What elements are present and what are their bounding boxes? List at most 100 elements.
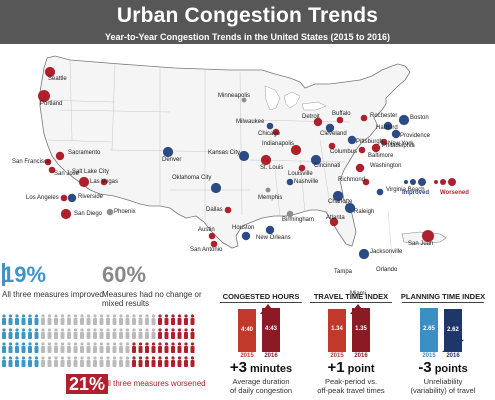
bar-2016 bbox=[352, 308, 370, 352]
panel-title: PLANNING TIME INDEX bbox=[400, 292, 486, 301]
person-icon-head bbox=[67, 342, 71, 346]
person-icon-body bbox=[164, 346, 169, 353]
person-icon-body bbox=[47, 346, 52, 353]
person-icon-head bbox=[67, 314, 71, 318]
metric-change: +1 point bbox=[308, 359, 394, 376]
person-icon-head bbox=[2, 356, 6, 360]
up-arrow-icon bbox=[260, 304, 276, 314]
metric-change: -3 points bbox=[400, 359, 486, 376]
person-icon-body bbox=[15, 332, 19, 339]
person-icon-head bbox=[73, 356, 78, 360]
person-icon-body bbox=[34, 332, 39, 339]
person-icon-body bbox=[93, 318, 97, 325]
person-icon-head bbox=[41, 328, 45, 332]
person-icon-body bbox=[190, 332, 195, 339]
person-icon-head bbox=[184, 356, 188, 360]
person-icon-head bbox=[119, 342, 123, 346]
person-icon-body bbox=[190, 318, 195, 325]
person-icon-head bbox=[190, 314, 195, 318]
person-icon-body bbox=[21, 332, 26, 339]
person-icon-body bbox=[34, 360, 39, 367]
person-icon-head bbox=[21, 356, 26, 360]
person-icon-head bbox=[54, 328, 58, 332]
person-icon-head bbox=[125, 356, 130, 360]
person-icon-body bbox=[8, 332, 13, 339]
person-icon-body bbox=[54, 332, 58, 339]
bar-category-label: 2015 bbox=[240, 353, 254, 359]
city-marker-kansas-city bbox=[238, 150, 250, 162]
person-icon-body bbox=[99, 360, 104, 367]
person-icon-head bbox=[28, 356, 32, 360]
person-icon-head bbox=[171, 356, 175, 360]
person-icon-head bbox=[138, 328, 143, 332]
panel-title: CONGESTED HOURS bbox=[222, 292, 300, 301]
person-icon-head bbox=[106, 314, 110, 318]
city-label: San Jose bbox=[54, 171, 80, 177]
state-borders bbox=[39, 59, 351, 220]
person-icon-head bbox=[151, 356, 156, 360]
person-icon-body bbox=[112, 346, 117, 353]
person-icon-head bbox=[15, 342, 19, 346]
page-title: Urban Congestion Trends bbox=[116, 4, 379, 27]
bar-value-label: 1.35 bbox=[355, 326, 367, 332]
city-label: Raleigh bbox=[354, 209, 375, 215]
person-icon-head bbox=[177, 342, 182, 346]
city-marker-atlanta bbox=[329, 217, 339, 227]
city-marker-boston bbox=[398, 114, 410, 126]
person-icon-head bbox=[145, 342, 149, 346]
person-icon-head bbox=[151, 342, 156, 346]
city-marker-memphis bbox=[265, 187, 271, 193]
person-icon-body bbox=[177, 360, 182, 367]
person-icon-head bbox=[164, 342, 169, 346]
city-label: Houston bbox=[232, 225, 255, 231]
city-marker-virginia-beach bbox=[376, 188, 384, 196]
trend-arrow-head bbox=[442, 340, 464, 352]
person-icon-head bbox=[54, 356, 58, 360]
person-icon-body bbox=[93, 360, 97, 367]
person-icon-body bbox=[138, 332, 143, 339]
person-icon-body bbox=[151, 346, 156, 353]
city-marker-denver bbox=[162, 146, 174, 158]
city-label: Sacramento bbox=[68, 150, 101, 156]
person-icon-head bbox=[119, 328, 123, 332]
person-icon-body bbox=[60, 332, 65, 339]
city-label: Rochester bbox=[370, 113, 398, 119]
mixed-percent: 60% bbox=[102, 262, 147, 287]
person-icon-head bbox=[112, 314, 117, 318]
person-icon-head bbox=[21, 314, 26, 318]
city-marker-nashville bbox=[286, 178, 294, 186]
city-label: Providence bbox=[400, 133, 431, 139]
bar-value-label: 4:40 bbox=[240, 326, 253, 333]
person-icon-body bbox=[73, 346, 78, 353]
person-icon-body bbox=[73, 332, 78, 339]
mixed-text-1: Measures had no change or bbox=[102, 290, 202, 299]
person-icon-head bbox=[34, 342, 39, 346]
person-icon-body bbox=[138, 360, 143, 367]
person-icon-head bbox=[177, 314, 182, 318]
city-marker-pittsburgh bbox=[347, 135, 357, 145]
person-icon-head bbox=[190, 328, 195, 332]
city-label: Boston bbox=[410, 115, 429, 121]
person-icon-body bbox=[177, 346, 182, 353]
person-icon-body bbox=[145, 332, 149, 339]
person-icon-head bbox=[164, 328, 169, 332]
trend-arrow-head bbox=[260, 304, 276, 314]
person-icon-head bbox=[119, 314, 123, 318]
city-marker-detroit bbox=[313, 117, 323, 127]
person-icon-head bbox=[151, 328, 156, 332]
city-marker-richmond bbox=[362, 178, 370, 186]
person-icon-body bbox=[158, 332, 162, 339]
person-icon-body bbox=[125, 332, 130, 339]
person-icon-head bbox=[60, 342, 65, 346]
person-icon-body bbox=[47, 360, 52, 367]
person-icon-body bbox=[2, 332, 6, 339]
person-icon-head bbox=[138, 356, 143, 360]
person-icon-head bbox=[67, 328, 71, 332]
improved-percent: 19% bbox=[2, 262, 47, 287]
person-icon-body bbox=[93, 332, 97, 339]
city-label: San Antonio bbox=[190, 247, 223, 253]
person-icon-body bbox=[158, 318, 162, 325]
person-icon-head bbox=[47, 356, 52, 360]
city-marker-chicago bbox=[272, 128, 280, 136]
panel-divider bbox=[220, 302, 302, 303]
